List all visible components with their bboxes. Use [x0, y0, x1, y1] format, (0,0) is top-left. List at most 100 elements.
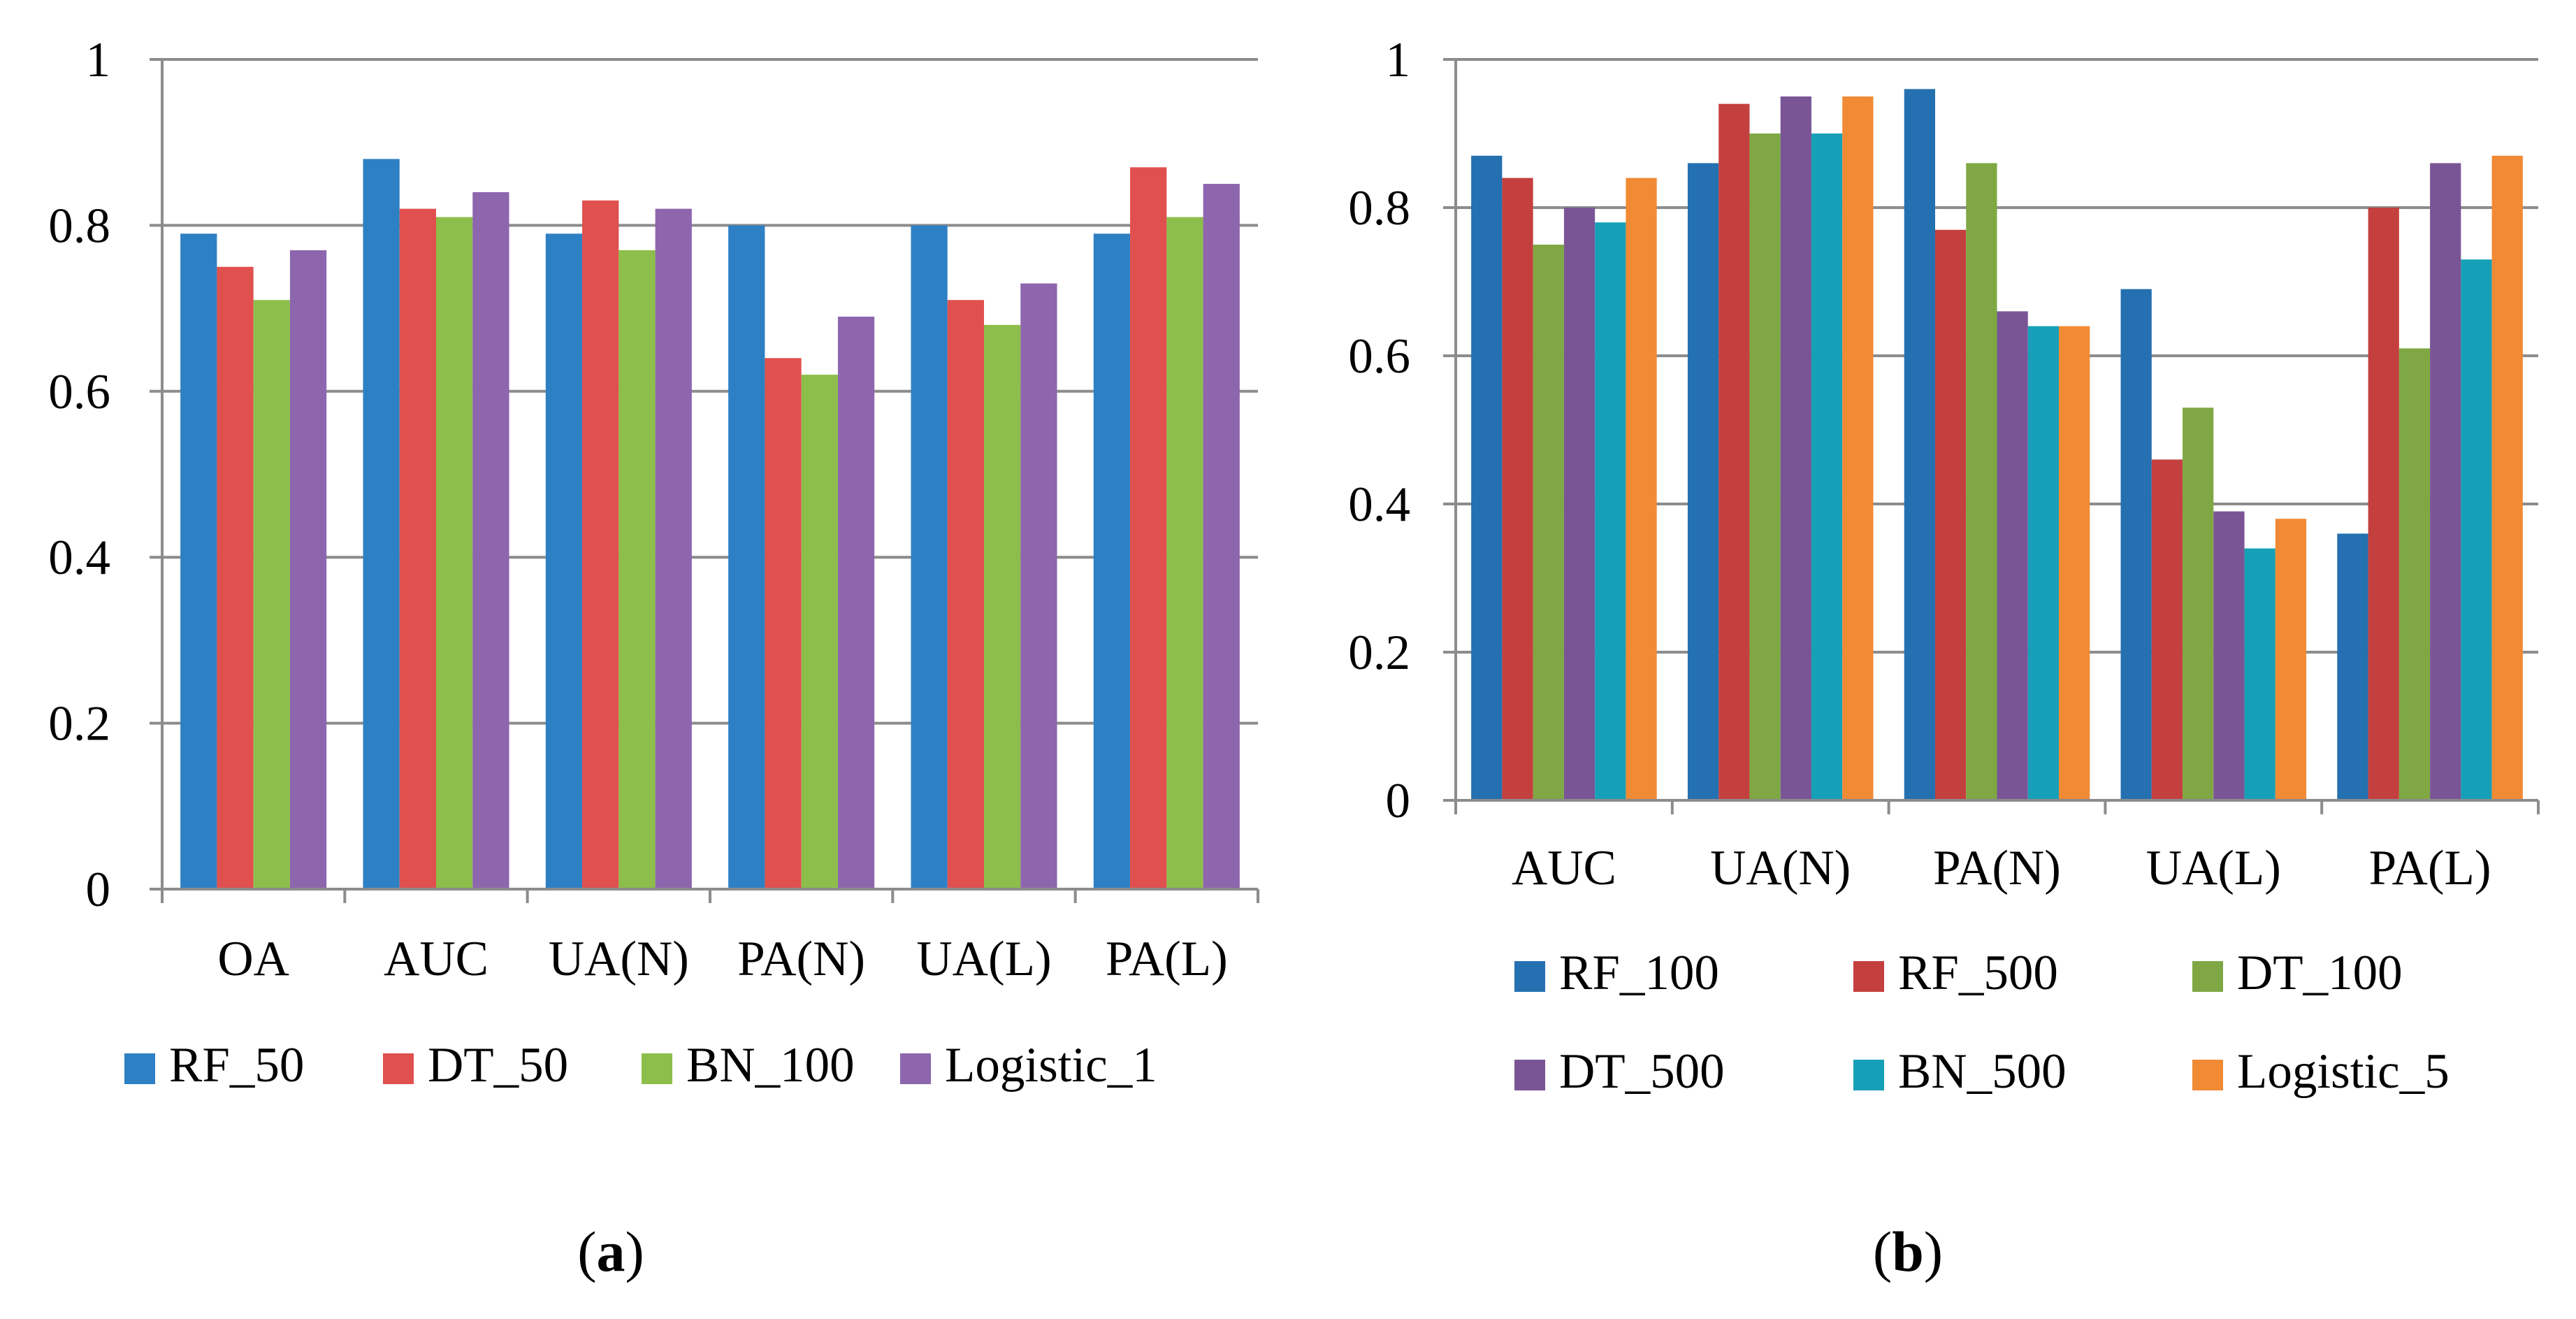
bar [2120, 289, 2152, 801]
bar [180, 233, 217, 889]
bar [2059, 326, 2090, 801]
bar [2213, 511, 2245, 800]
bar [1626, 178, 1657, 801]
legend-swatch [1853, 961, 1884, 992]
legend-swatch [2192, 1060, 2223, 1090]
bar [1502, 178, 1533, 801]
bar [1811, 134, 1843, 800]
legend-label: RF_500 [1898, 946, 2058, 1000]
bar [947, 300, 984, 890]
y-tick-label: 1 [1386, 33, 1411, 87]
bar [728, 225, 765, 889]
bar [1203, 184, 1240, 889]
legend-label: RF_50 [169, 1038, 304, 1093]
bar [2183, 408, 2214, 800]
y-tick-label: 0 [1386, 774, 1411, 828]
bar [1020, 283, 1057, 889]
bar [363, 159, 400, 890]
legend-swatch [1514, 1060, 1545, 1090]
x-tick-label: PA(L) [2369, 841, 2491, 895]
bar [472, 192, 509, 889]
x-tick-label: UA(L) [916, 932, 1051, 986]
panel-label: (b) [1873, 1220, 1943, 1283]
legend-swatch [642, 1053, 672, 1084]
y-tick-label: 0.2 [1348, 626, 1410, 680]
bar [2461, 259, 2492, 800]
legend-label: DT_50 [428, 1038, 568, 1093]
bar [1780, 96, 1811, 800]
legend-swatch [124, 1053, 155, 1084]
bar [1533, 245, 1564, 800]
x-tick-label: PA(N) [1933, 841, 2061, 895]
bar [1687, 163, 1719, 800]
bar [436, 217, 473, 889]
bar [1595, 222, 1626, 800]
bar [2151, 459, 2183, 800]
bar [1166, 217, 1203, 889]
x-tick-label: UA(L) [2146, 841, 2281, 895]
bar [765, 358, 802, 889]
bar [1842, 96, 1874, 800]
legend-label: BN_500 [1898, 1044, 2067, 1099]
legend-swatch [383, 1053, 414, 1084]
legend-swatch [1853, 1060, 1884, 1090]
bar [911, 225, 948, 889]
y-tick-label: 0.4 [48, 531, 110, 585]
legend-label: Logistic_1 [945, 1038, 1157, 1093]
legend-swatch [900, 1053, 931, 1084]
bar [2491, 155, 2523, 801]
legend-label: RF_100 [1559, 946, 1719, 1000]
bar [2275, 519, 2307, 800]
chart-panel-b: 0 0.2 0.4 0.6 0.8 1 AUC UA(N) PA(N) UA(L) PA(L) RF_… [1348, 33, 2540, 1283]
legend-label: Logistic_5 [2237, 1044, 2450, 1099]
x-tick-label: PA(L) [1106, 932, 1228, 986]
bar [984, 324, 1021, 890]
bar [1997, 311, 2028, 800]
legend-label: DT_500 [1559, 1044, 1725, 1099]
y-tick-label: 0.2 [48, 697, 110, 751]
bar [1966, 163, 1997, 800]
x-tick-label: PA(N) [737, 932, 865, 986]
y-tick-label: 0 [86, 863, 111, 917]
legend-label: DT_100 [2237, 946, 2403, 1000]
y-tick-label: 0.8 [48, 199, 110, 253]
bar [837, 316, 875, 890]
x-tick-label: UA(N) [549, 932, 689, 986]
bar [253, 300, 290, 890]
bar [2244, 548, 2275, 800]
legend-swatch [2192, 961, 2223, 992]
legend-label: BN_100 [686, 1038, 855, 1093]
bar [399, 208, 436, 889]
bar [2398, 348, 2431, 800]
bar [618, 250, 656, 889]
y-tick-label: 0.6 [48, 365, 110, 419]
bar [1749, 134, 1781, 800]
bar [1093, 233, 1131, 889]
bar [1471, 155, 1503, 801]
y-tick-label: 0.4 [1348, 477, 1410, 532]
bar [1934, 229, 1967, 800]
bar [1904, 89, 1935, 800]
bar [655, 208, 692, 889]
bar [801, 375, 838, 889]
legend-swatch [1514, 961, 1545, 992]
bar [2430, 163, 2461, 800]
bar [2027, 326, 2060, 801]
panel-label: (a) [577, 1220, 644, 1283]
x-tick-label: AUC [384, 932, 489, 986]
bar [582, 200, 619, 889]
bar [289, 250, 327, 889]
y-tick-label: 0.6 [1348, 329, 1410, 384]
x-tick-label: OA [217, 932, 289, 986]
y-tick-label: 0.8 [1348, 181, 1410, 236]
x-tick-label: AUC [1512, 841, 1616, 895]
bar [2368, 208, 2399, 800]
bar [1718, 103, 1750, 801]
x-tick-label: UA(N) [1710, 841, 1851, 895]
chart-panel-a: 0 0.2 0.4 0.6 0.8 1 OA AUC UA(N) PA(N) UA(L) PA(L) R… [48, 33, 1259, 1283]
bar [2337, 533, 2368, 800]
bar [1130, 167, 1167, 889]
bar [217, 266, 254, 889]
bar [1563, 208, 1595, 800]
